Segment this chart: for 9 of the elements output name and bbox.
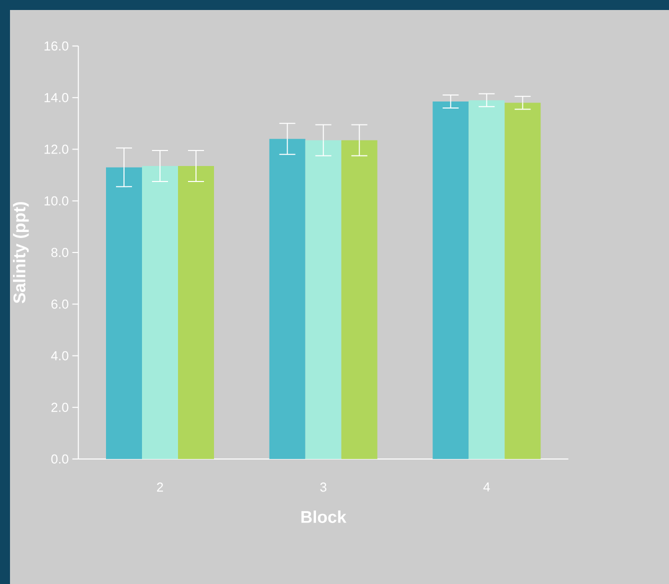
bar bbox=[504, 102, 541, 459]
bar bbox=[178, 166, 214, 459]
bar bbox=[305, 140, 342, 459]
bar bbox=[142, 166, 178, 459]
bar bbox=[106, 167, 142, 459]
bar bbox=[341, 140, 378, 459]
bar bbox=[468, 100, 505, 459]
bar bbox=[269, 138, 306, 459]
bar bbox=[432, 101, 469, 459]
